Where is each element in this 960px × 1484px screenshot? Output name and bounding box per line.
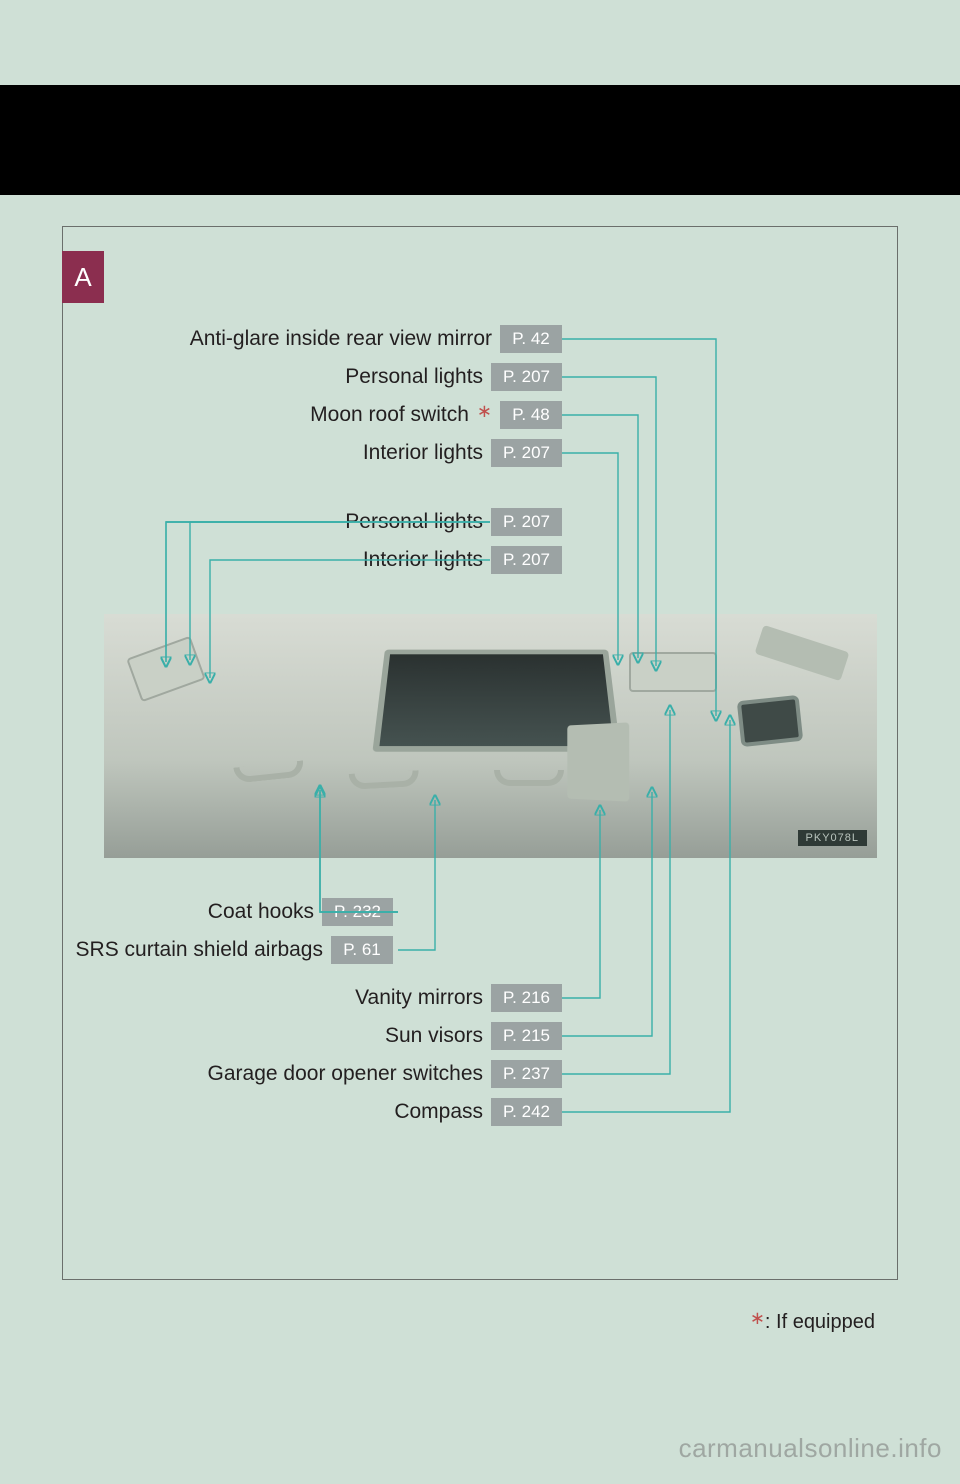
label-row: Vanity mirrors P. 216 [355,984,562,1012]
label-row: Compass P. 242 [394,1098,562,1126]
label-text: Sun visors [385,1024,483,1048]
label-row: SRS curtain shield airbags P. 61 [76,936,393,964]
watermark: carmanualsonline.info [679,1433,942,1464]
label-row: Personal lights P. 207 [345,363,562,391]
grab-handle [494,770,564,786]
label-row: Interior lights P. 207 [363,546,562,574]
interior-photo: PKY078L [104,614,877,858]
page-reference-tag: P. 215 [491,1022,562,1050]
label-text: Vanity mirrors [355,986,483,1010]
front-console [629,652,717,692]
label-row: Coat hooks P. 232 [208,898,393,926]
label-row: Anti-glare inside rear view mirror P. 42 [190,325,562,353]
label-text: Personal lights [345,365,483,389]
label-row: Moon roof switch ∗ P. 48 [310,401,562,429]
visor-folded [567,722,629,801]
label-text: Interior lights [363,441,483,465]
label-text: Moon roof switch [310,403,469,427]
page-reference-tag: P. 61 [331,936,393,964]
footnote-text: : If equipped [765,1311,875,1333]
page-reference-tag: P. 216 [491,984,562,1012]
label-row: Garage door opener switches P. 237 [208,1060,562,1088]
asterisk-icon: ∗ [750,1308,765,1328]
label-text: Coat hooks [208,900,314,924]
page-reference-tag: P. 42 [500,325,562,353]
photo-id-tag: PKY078L [798,830,867,846]
header-black-band [0,85,960,195]
page-reference-tag: P. 232 [322,898,393,926]
rear-console [126,636,206,702]
label-text: Garage door opener switches [208,1062,484,1086]
page-reference-tag: P. 48 [500,401,562,429]
page-reference-tag: P. 242 [491,1098,562,1126]
section-tab: A [62,251,104,303]
label-row: Interior lights P. 207 [363,439,562,467]
label-row: Personal lights P. 207 [345,508,562,536]
page-reference-tag: P. 207 [491,363,562,391]
page-reference-tag: P. 207 [491,546,562,574]
footnote: ∗: If equipped [0,1311,960,1334]
asterisk-icon: ∗ [477,401,492,422]
label-text: Anti-glare inside rear view mirror [190,327,492,351]
page-reference-tag: P. 207 [491,508,562,536]
sun-visor [755,625,850,681]
grab-handle [349,770,420,790]
label-text: Compass [394,1100,483,1124]
label-text: Interior lights [363,548,483,572]
grab-handle [233,760,304,783]
label-text: Personal lights [345,510,483,534]
label-row: Sun visors P. 215 [385,1022,562,1050]
label-text: SRS curtain shield airbags [76,938,323,962]
rear-view-mirror [737,695,803,747]
page-reference-tag: P. 207 [491,439,562,467]
page-reference-tag: P. 237 [491,1060,562,1088]
